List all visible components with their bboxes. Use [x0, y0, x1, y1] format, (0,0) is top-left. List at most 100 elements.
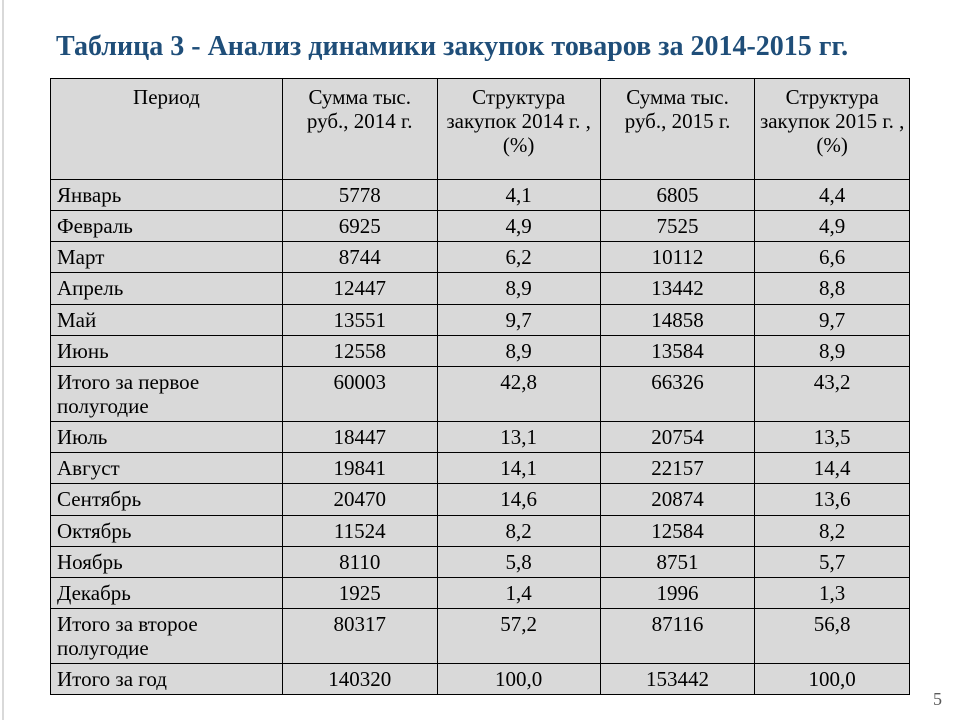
cell-value: 8751	[600, 546, 755, 577]
table-row: Итого за год140320100,0153442100,0	[51, 664, 910, 695]
cell-value: 14858	[600, 304, 755, 335]
cell-value: 8,2	[755, 515, 910, 546]
cell-value: 13442	[600, 273, 755, 304]
col-header-struct-2015: Структура закупок 2015 г. ,(%)	[755, 78, 910, 179]
cell-value: 6,2	[437, 242, 600, 273]
table-row: Сентябрь2047014,62087413,6	[51, 484, 910, 515]
table-row: Октябрь115248,2125848,2	[51, 515, 910, 546]
col-header-period: Период	[51, 78, 283, 179]
cell-value: 8,9	[437, 335, 600, 366]
cell-value: 9,7	[437, 304, 600, 335]
cell-value: 20754	[600, 422, 755, 453]
cell-value: 20470	[282, 484, 437, 515]
cell-value: 14,6	[437, 484, 600, 515]
cell-value: 57,2	[437, 608, 600, 663]
cell-value: 153442	[600, 664, 755, 695]
cell-period: Октябрь	[51, 515, 283, 546]
cell-value: 140320	[282, 664, 437, 695]
cell-value: 13551	[282, 304, 437, 335]
cell-value: 4,1	[437, 180, 600, 211]
table-row: Март87446,2101126,6	[51, 242, 910, 273]
cell-period: Февраль	[51, 211, 283, 242]
cell-period: Декабрь	[51, 577, 283, 608]
cell-period: Итого за первое полугодие	[51, 366, 283, 421]
cell-value: 56,8	[755, 608, 910, 663]
cell-value: 6925	[282, 211, 437, 242]
cell-value: 22157	[600, 453, 755, 484]
cell-value: 13,1	[437, 422, 600, 453]
cell-value: 13,5	[755, 422, 910, 453]
cell-value: 1,4	[437, 577, 600, 608]
table-row: Февраль69254,975254,9	[51, 211, 910, 242]
cell-value: 1,3	[755, 577, 910, 608]
cell-value: 10112	[600, 242, 755, 273]
procurement-table: Период Сумма тыс. руб., 2014 г. Структур…	[50, 78, 910, 696]
cell-value: 11524	[282, 515, 437, 546]
table-row: Июль1844713,12075413,5	[51, 422, 910, 453]
table-row: Май135519,7148589,7	[51, 304, 910, 335]
cell-value: 8110	[282, 546, 437, 577]
table-body: Январь57784,168054,4Февраль69254,975254,…	[51, 180, 910, 695]
table-row: Итого за первое полугодие6000342,8663264…	[51, 366, 910, 421]
cell-value: 1925	[282, 577, 437, 608]
table-header-row: Период Сумма тыс. руб., 2014 г. Структур…	[51, 78, 910, 179]
table-row: Итого за второе полугодие8031757,2871165…	[51, 608, 910, 663]
cell-value: 14,4	[755, 453, 910, 484]
cell-period: Сентябрь	[51, 484, 283, 515]
table-row: Ноябрь81105,887515,7	[51, 546, 910, 577]
cell-value: 8,9	[437, 273, 600, 304]
cell-value: 87116	[600, 608, 755, 663]
col-header-struct-2014: Структура закупок 2014 г. ,(%)	[437, 78, 600, 179]
cell-value: 12558	[282, 335, 437, 366]
cell-value: 14,1	[437, 453, 600, 484]
cell-value: 43,2	[755, 366, 910, 421]
cell-value: 20874	[600, 484, 755, 515]
cell-value: 4,9	[437, 211, 600, 242]
table-row: Июнь125588,9135848,9	[51, 335, 910, 366]
cell-value: 12584	[600, 515, 755, 546]
slide-left-edge	[2, 0, 4, 720]
cell-value: 12447	[282, 273, 437, 304]
cell-value: 5778	[282, 180, 437, 211]
cell-period: Август	[51, 453, 283, 484]
table-row: Декабрь19251,419961,3	[51, 577, 910, 608]
cell-value: 4,9	[755, 211, 910, 242]
slide: Таблица 3 - Анализ динамики закупок това…	[0, 0, 960, 720]
col-header-sum-2014: Сумма тыс. руб., 2014 г.	[282, 78, 437, 179]
cell-value: 100,0	[755, 664, 910, 695]
cell-value: 8744	[282, 242, 437, 273]
cell-value: 8,9	[755, 335, 910, 366]
cell-value: 66326	[600, 366, 755, 421]
cell-value: 60003	[282, 366, 437, 421]
cell-value: 80317	[282, 608, 437, 663]
cell-value: 13,6	[755, 484, 910, 515]
cell-value: 6,6	[755, 242, 910, 273]
cell-value: 9,7	[755, 304, 910, 335]
table-row: Январь57784,168054,4	[51, 180, 910, 211]
cell-value: 19841	[282, 453, 437, 484]
table-row: Апрель124478,9134428,8	[51, 273, 910, 304]
table-row: Август1984114,12215714,4	[51, 453, 910, 484]
page-number: 5	[933, 689, 942, 710]
cell-period: Март	[51, 242, 283, 273]
cell-period: Апрель	[51, 273, 283, 304]
cell-value: 13584	[600, 335, 755, 366]
cell-period: Ноябрь	[51, 546, 283, 577]
cell-value: 8,2	[437, 515, 600, 546]
cell-period: Итого за второе полугодие	[51, 608, 283, 663]
cell-value: 5,8	[437, 546, 600, 577]
cell-value: 7525	[600, 211, 755, 242]
cell-value: 1996	[600, 577, 755, 608]
col-header-sum-2015: Сумма тыс. руб., 2015 г.	[600, 78, 755, 179]
table-title: Таблица 3 - Анализ динамики закупок това…	[56, 30, 910, 64]
cell-value: 100,0	[437, 664, 600, 695]
cell-period: Июль	[51, 422, 283, 453]
cell-period: Июнь	[51, 335, 283, 366]
cell-value: 42,8	[437, 366, 600, 421]
cell-value: 8,8	[755, 273, 910, 304]
cell-value: 5,7	[755, 546, 910, 577]
cell-value: 4,4	[755, 180, 910, 211]
cell-period: Май	[51, 304, 283, 335]
cell-period: Январь	[51, 180, 283, 211]
cell-value: 18447	[282, 422, 437, 453]
